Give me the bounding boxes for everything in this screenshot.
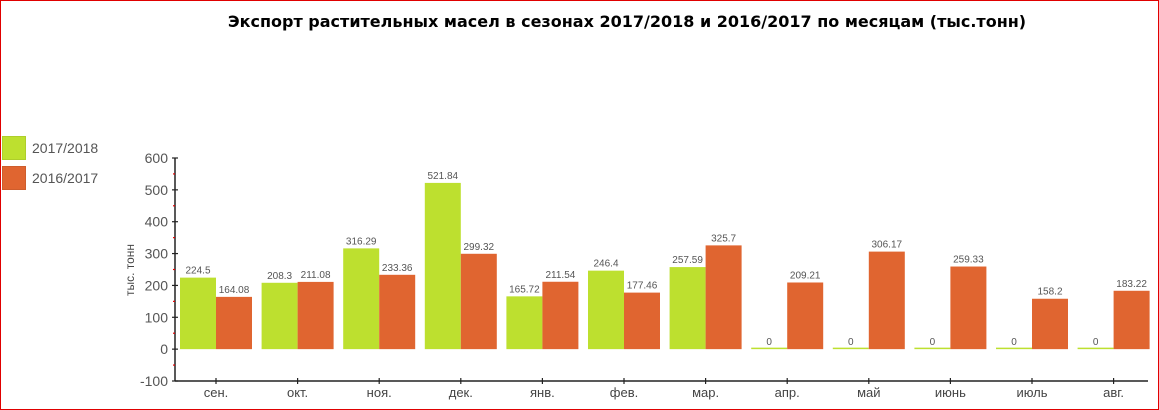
legend: 2017/2018 2016/2017	[2, 133, 98, 193]
bar[interactable]	[624, 292, 660, 350]
x-tick-label: май	[857, 385, 880, 400]
bar-value-label: 306.17	[872, 240, 903, 251]
bar-value-label: 158.2	[1037, 287, 1062, 298]
bar[interactable]	[343, 248, 380, 350]
y-axis-label: тыс. тонн	[123, 244, 137, 296]
bar[interactable]	[261, 282, 298, 350]
x-tick-label: июнь	[935, 385, 966, 400]
bar[interactable]	[216, 296, 252, 350]
y-tick-label: 400	[145, 214, 169, 230]
bar[interactable]	[588, 270, 624, 350]
y-tick-label: -100	[140, 373, 168, 389]
bar[interactable]	[868, 251, 905, 350]
bar[interactable]	[787, 282, 824, 350]
legend-item-2016-2017[interactable]: 2016/2017	[2, 163, 98, 193]
y-tick-label: 100	[145, 309, 169, 325]
bar[interactable]	[751, 347, 788, 350]
x-tick-label: июль	[1016, 385, 1047, 400]
bar-value-label: 0	[930, 337, 936, 348]
x-tick-label: сен.	[204, 385, 229, 400]
legend-swatch	[2, 166, 26, 190]
bar[interactable]	[460, 253, 497, 350]
bar-value-label: 177.46	[627, 281, 658, 292]
bar[interactable]	[950, 266, 987, 350]
y-axis: -100 0 100 200 300 400 500 600	[140, 150, 178, 389]
bar-value-label: 299.32	[464, 242, 495, 253]
bar[interactable]	[1077, 347, 1114, 350]
x-tick-label: апр.	[775, 385, 800, 400]
bar[interactable]	[669, 267, 706, 350]
x-tick-label: фев.	[610, 385, 638, 400]
bar-value-label: 0	[848, 337, 854, 348]
x-tick-label: мар.	[692, 385, 719, 400]
bar[interactable]	[506, 296, 543, 350]
x-tick-label: янв.	[530, 385, 555, 400]
bar-value-label: 224.5	[185, 266, 210, 277]
bar-value-label: 0	[1093, 337, 1099, 348]
legend-swatch	[2, 136, 26, 160]
bar-value-label: 164.08	[219, 285, 250, 296]
bar[interactable]	[542, 281, 579, 350]
y-tick-label: 0	[160, 341, 168, 357]
bar[interactable]	[379, 274, 416, 350]
bar[interactable]	[180, 277, 216, 350]
bar-value-label: 211.08	[301, 270, 331, 281]
x-tick-label: авг.	[1103, 385, 1124, 400]
x-tick-label: ноя.	[367, 385, 392, 400]
y-tick-label: 300	[145, 246, 169, 262]
bar-value-label: 0	[766, 337, 772, 348]
x-tick-label: окт.	[287, 385, 308, 400]
bar-value-label: 325.7	[711, 233, 736, 244]
x-tick-label: дек.	[449, 385, 473, 400]
bar[interactable]	[424, 182, 461, 350]
bar[interactable]	[996, 347, 1032, 350]
bar-value-label: 209.21	[790, 270, 821, 281]
x-axis: сен. окт. ноя. дек. янв. фев. мар. апр. май июнь и…	[175, 378, 1148, 400]
y-tick-label: 600	[145, 150, 169, 166]
bar-value-label: 521.84	[428, 171, 459, 182]
legend-label: 2017/2018	[32, 140, 99, 156]
y-tick-label: 200	[145, 277, 169, 293]
bar-value-label: 183.22	[1116, 279, 1147, 290]
bar-value-label: 257.59	[672, 255, 703, 266]
bar[interactable]	[832, 347, 869, 350]
legend-label: 2016/2017	[32, 170, 99, 186]
bar[interactable]	[1032, 298, 1068, 350]
bar-value-label: 233.36	[382, 263, 413, 274]
bars: 224.5 164.08 208.3 211.08 316.29 233.36 521.84…	[180, 171, 1150, 350]
bar[interactable]	[297, 281, 334, 350]
bar-value-label: 0	[1011, 337, 1017, 348]
bar-value-label: 211.54	[545, 270, 575, 281]
bar-value-label: 316.29	[346, 236, 377, 247]
bar-value-label: 259.33	[953, 255, 984, 266]
bar[interactable]	[1113, 290, 1150, 350]
y-tick-label: 500	[145, 182, 169, 198]
legend-item-2017-2018[interactable]: 2017/2018	[2, 133, 98, 163]
chart-title: Экспорт растительных масел в сезонах 201…	[227, 12, 1027, 31]
bar[interactable]	[914, 347, 951, 350]
bar-value-label: 208.3	[267, 271, 292, 282]
bar-value-label: 165.72	[509, 284, 540, 295]
bar[interactable]	[705, 245, 742, 350]
bar-value-label: 246.4	[593, 259, 618, 270]
